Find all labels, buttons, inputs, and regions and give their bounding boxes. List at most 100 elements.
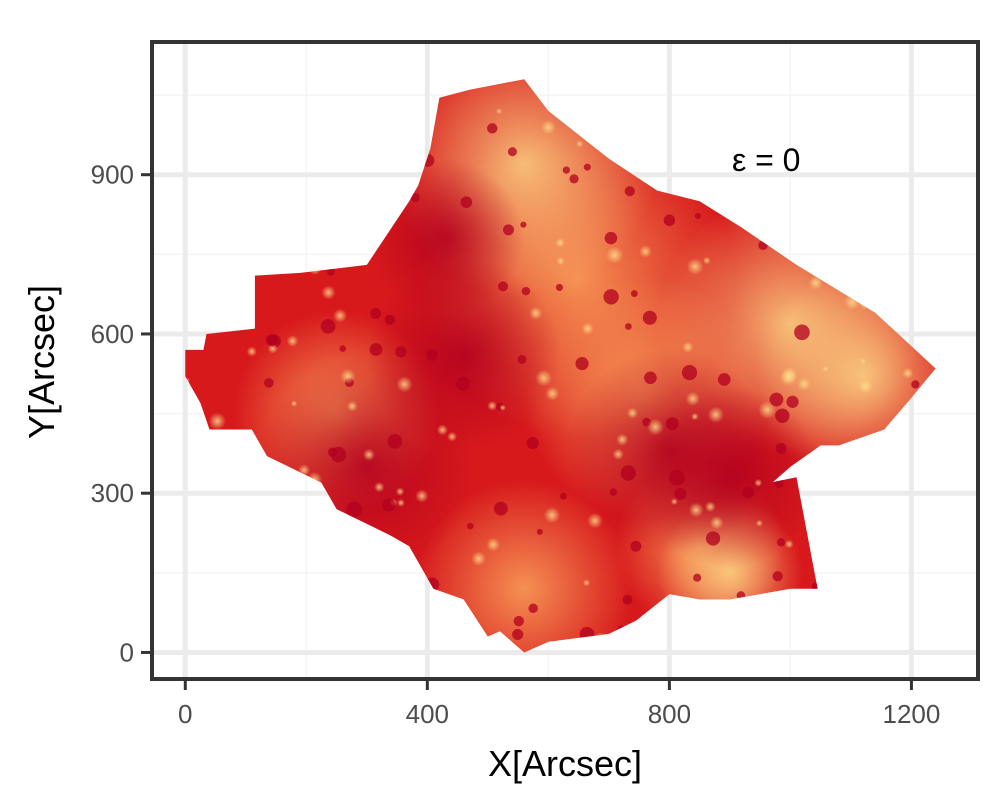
x-axis-title: X[Arcsec]	[488, 743, 642, 784]
bright-source	[860, 358, 867, 365]
dark-source	[517, 355, 527, 365]
bright-source	[487, 400, 498, 411]
bright-source	[808, 275, 823, 290]
dark-source	[456, 376, 471, 391]
dark-source	[644, 371, 657, 385]
dark-source	[320, 318, 336, 334]
bright-source	[267, 343, 278, 354]
dark-source	[460, 196, 473, 208]
dark-source	[604, 231, 618, 245]
dark-source	[603, 289, 619, 305]
bright-source	[626, 407, 638, 419]
dark-source	[387, 433, 403, 449]
y-axis-title: Y[Arcsec]	[21, 285, 62, 439]
bright-source	[587, 512, 603, 529]
bright-source	[321, 285, 336, 300]
bright-source	[582, 579, 591, 587]
dark-source	[327, 267, 336, 276]
bright-source	[581, 322, 594, 335]
dark-source	[776, 538, 786, 547]
dark-source	[786, 395, 799, 408]
dark-source	[369, 343, 383, 356]
dark-source	[410, 192, 420, 203]
x-axis: 0 400 800 1200	[178, 681, 940, 729]
dark-source	[562, 166, 571, 174]
y-axis: 0 300 600 900	[91, 160, 150, 667]
bright-source	[374, 481, 385, 493]
y-tick-label: 0	[120, 637, 134, 667]
dark-source	[794, 324, 810, 341]
bright-source	[495, 108, 503, 115]
bright-source	[639, 245, 652, 258]
panel-border	[150, 40, 980, 681]
dark-source	[772, 571, 783, 582]
bright-source	[545, 386, 560, 401]
bright-source	[333, 308, 348, 323]
bright-source	[606, 246, 624, 264]
bright-source	[781, 366, 798, 383]
bright-source	[535, 369, 553, 387]
x-tick-label: 1200	[883, 699, 941, 729]
x-tick-label: 800	[648, 699, 691, 729]
dark-source	[775, 443, 787, 454]
bright-source	[575, 140, 584, 148]
dark-source	[370, 308, 382, 319]
dark-source	[668, 469, 685, 486]
dark-source	[555, 283, 563, 292]
bright-source	[822, 365, 829, 372]
dark-source	[775, 408, 790, 424]
bright-source	[447, 431, 458, 442]
dark-source	[583, 163, 591, 171]
bright-source	[784, 539, 794, 549]
dark-source	[330, 446, 347, 463]
dark-source	[528, 603, 538, 614]
dark-source	[694, 212, 702, 220]
bright-source	[486, 537, 501, 552]
dark-source	[513, 615, 524, 627]
dark-source	[575, 357, 589, 371]
dark-source	[487, 123, 498, 134]
bright-source	[754, 478, 763, 487]
dark-source	[498, 281, 509, 292]
x-tick-label: 400	[406, 699, 449, 729]
bright-source	[797, 377, 811, 391]
dark-source	[705, 531, 721, 546]
dark-source	[622, 594, 633, 605]
bright-source	[290, 400, 298, 407]
bright-source	[646, 418, 664, 436]
bright-source	[286, 335, 299, 347]
dark-source	[425, 348, 438, 361]
bright-source	[529, 306, 543, 320]
x-tick-label: 0	[178, 699, 192, 729]
dark-source	[663, 214, 676, 227]
bright-source	[362, 448, 375, 461]
bright-source	[543, 507, 561, 524]
dark-source	[630, 290, 638, 298]
dark-source	[263, 377, 274, 388]
bright-source	[902, 367, 914, 379]
dark-source	[560, 492, 567, 500]
dark-source	[681, 365, 698, 381]
bright-source	[707, 406, 724, 423]
bright-source	[396, 376, 413, 393]
bright-source	[612, 448, 624, 460]
dark-source	[742, 486, 755, 499]
dark-source	[642, 310, 657, 325]
dark-source	[609, 488, 618, 496]
bright-source	[758, 400, 777, 419]
epsilon-annotation: ε = 0	[732, 142, 801, 178]
dark-source	[493, 501, 508, 516]
bright-source	[686, 258, 704, 275]
dark-source	[507, 147, 517, 157]
dark-source	[536, 528, 543, 535]
bright-source	[682, 341, 694, 353]
dark-source	[467, 522, 474, 530]
bright-source	[541, 119, 556, 135]
bright-source	[755, 519, 763, 527]
dark-source	[502, 224, 514, 236]
y-tick-label: 300	[91, 478, 134, 508]
bright-source	[691, 412, 699, 421]
bright-source	[415, 489, 429, 503]
bright-source	[685, 391, 700, 406]
